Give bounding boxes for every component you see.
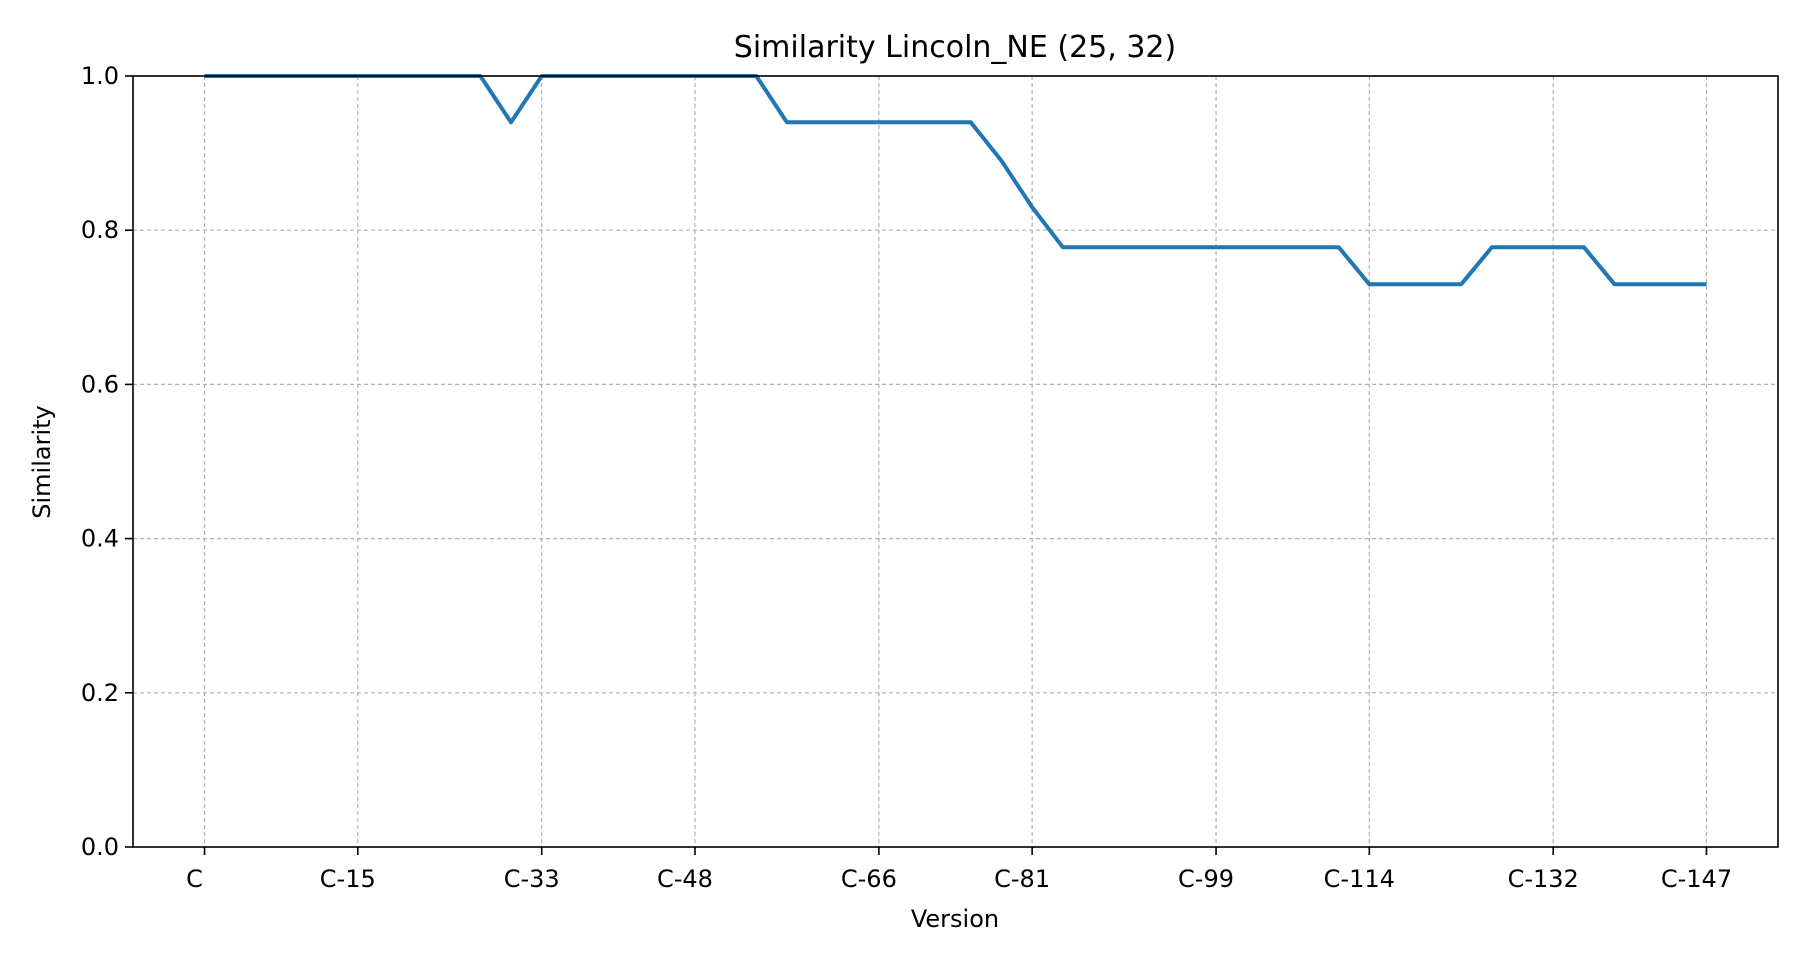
x-tick-label: C-48 [657, 865, 713, 893]
series-layer [204, 74, 1707, 287]
similarity-series-line [204, 74, 1707, 287]
x-tick-label: C-15 [320, 865, 376, 893]
x-tick-label: C-81 [994, 865, 1050, 893]
x-tick-label: C [186, 865, 203, 893]
y-tick-label: 0.2 [81, 679, 119, 707]
y-tick-label: 0.8 [81, 216, 119, 244]
y-axis-label: Similarity [28, 405, 56, 518]
x-tick-label: C-99 [1178, 865, 1234, 893]
x-axis-label: Version [911, 905, 999, 933]
axis-ticks: 0.0 0.2 0.4 0.6 0.8 1.0 C C-15 C-33 C-48 C-66 C-81 C… [81, 62, 1732, 893]
x-tick-label: C-147 [1661, 865, 1732, 893]
y-tick-label: 0.4 [81, 525, 119, 553]
x-tick-label: C-33 [504, 865, 560, 893]
x-tick-label: C-114 [1324, 865, 1395, 893]
x-tick-label: C-66 [841, 865, 897, 893]
y-tick-label: 1.0 [81, 62, 119, 90]
plot-frame [132, 75, 1779, 848]
chart-title: Similarity Lincoln_NE (25, 32) [734, 30, 1176, 65]
x-tick-label: C-132 [1508, 865, 1579, 893]
y-tick-label: 0.6 [81, 370, 119, 398]
grid-lines [133, 75, 1778, 848]
y-tick-label: 0.0 [81, 833, 119, 861]
